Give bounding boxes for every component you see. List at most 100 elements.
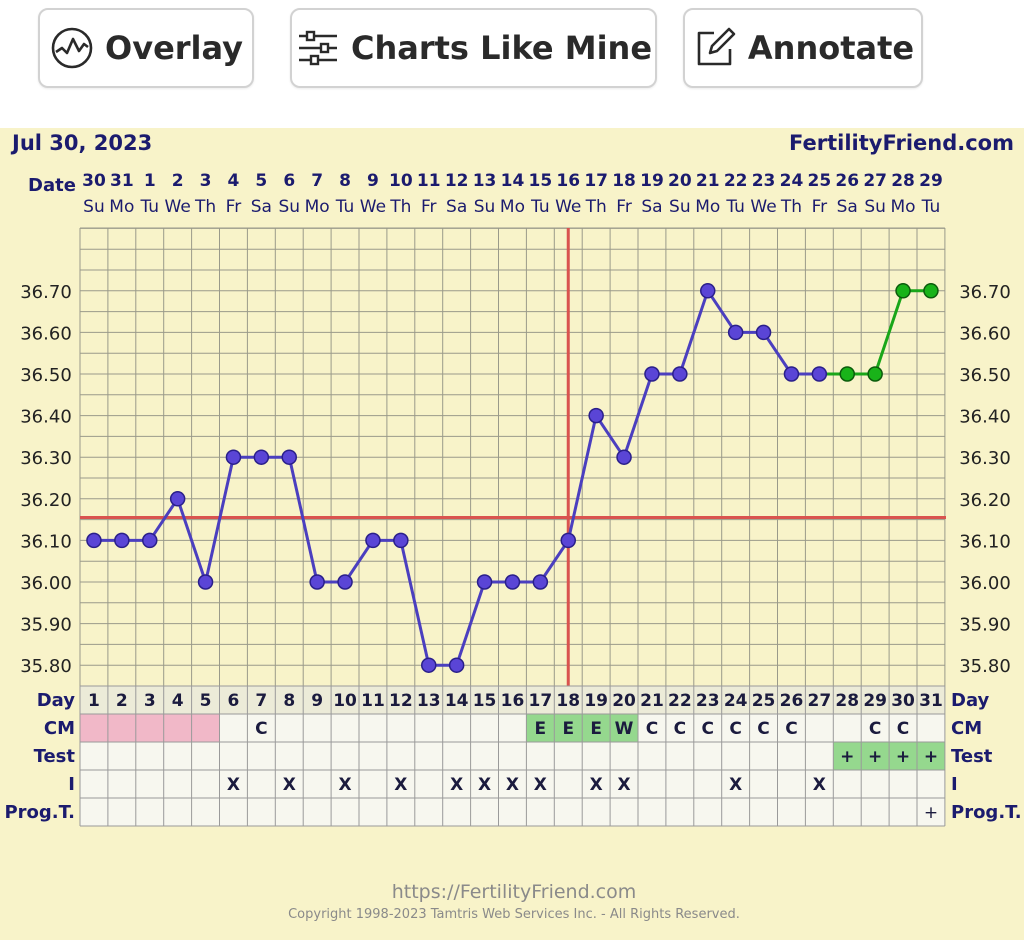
temperature-point — [811, 366, 828, 382]
cell-i — [275, 770, 304, 798]
cell-text-day: 11 — [361, 691, 385, 711]
cell-prog — [805, 798, 834, 826]
cell-text-cm: E — [562, 719, 574, 739]
cell-text-day: 8 — [283, 691, 295, 711]
temperature-point — [309, 574, 325, 590]
cell-cm — [610, 714, 638, 742]
y-tick-left: 36.10 — [20, 531, 72, 552]
date-label: 13 — [473, 171, 497, 191]
cell-cm — [247, 714, 276, 742]
weekday-label: Fr — [616, 197, 632, 217]
weekday-label: Th — [585, 197, 607, 217]
date-label: 17 — [584, 171, 608, 191]
cell-text-day: 2 — [116, 691, 128, 711]
cell-day — [917, 686, 945, 714]
date-label: 30 — [82, 171, 106, 191]
cell-test — [861, 742, 890, 770]
cell-cm — [693, 714, 722, 742]
weekday-label: Mo — [305, 197, 330, 217]
date-label: 12 — [445, 171, 469, 191]
temperature-point — [448, 657, 465, 673]
cell-test — [219, 742, 248, 770]
temperature-point — [560, 532, 576, 549]
cell-day — [163, 686, 192, 714]
cell-day — [247, 686, 276, 714]
cell-i — [414, 770, 443, 798]
cell-i — [610, 770, 638, 798]
overlay-button[interactable]: Overlay — [38, 8, 254, 88]
cell-prog — [526, 798, 555, 826]
footer-copyright: Copyright 1998-2023 Tamtris Web Services… — [288, 907, 740, 922]
cell-i — [861, 770, 890, 798]
cell-prog — [833, 798, 862, 826]
cell-text-day: 23 — [696, 691, 720, 711]
date-label: 18 — [612, 171, 636, 191]
cell-test — [80, 742, 108, 770]
cell-text-day: 27 — [808, 691, 832, 711]
weekday-label: Tu — [335, 197, 355, 217]
cell-i — [219, 770, 248, 798]
weekday-label: We — [165, 197, 191, 217]
cell-prog — [331, 798, 359, 826]
cell-text-cm: W — [615, 719, 634, 739]
cell-text-day: 30 — [891, 691, 915, 711]
cell-text-day: 3 — [144, 691, 156, 711]
temperature-point — [421, 657, 437, 673]
cell-cm — [665, 714, 694, 742]
cell-text-day: 9 — [311, 691, 323, 711]
cell-cm — [498, 714, 527, 742]
weekday-label: Su — [474, 197, 496, 217]
cell-i — [526, 770, 555, 798]
cell-test — [805, 742, 834, 770]
cell-cm — [303, 714, 332, 742]
temperature-point — [644, 366, 660, 382]
cell-day — [833, 686, 862, 714]
date-label: 14 — [501, 171, 525, 191]
row-label-right-cm: CM — [951, 718, 982, 739]
weekday-label: Tu — [921, 197, 941, 217]
cell-test — [777, 742, 806, 770]
site-name: FertilityFriend.com — [789, 131, 1014, 155]
cell-test — [331, 742, 359, 770]
cell-i — [107, 770, 136, 798]
cell-test — [693, 742, 722, 770]
y-tick-right: 36.20 — [959, 490, 1011, 511]
weekday-label: We — [360, 197, 386, 217]
line-chart-circle-icon — [49, 25, 95, 71]
cell-prog — [275, 798, 304, 826]
weekday-label: Mo — [891, 197, 916, 217]
cell-test — [107, 742, 136, 770]
row-label-right-test: Test — [951, 746, 993, 767]
cell-cm — [805, 714, 834, 742]
cell-text-i: X — [534, 775, 547, 795]
date-label: 1 — [144, 171, 156, 191]
cell-test — [386, 742, 415, 770]
y-tick-right: 36.70 — [959, 282, 1011, 303]
weekday-label: Sa — [837, 197, 858, 217]
cell-i — [331, 770, 359, 798]
cell-test — [470, 742, 499, 770]
weekday-label: Fr — [226, 197, 242, 217]
cell-test — [275, 742, 304, 770]
cell-text-cm: C — [702, 719, 714, 739]
cell-day — [749, 686, 778, 714]
row-label-right-day: Day — [951, 690, 990, 711]
y-tick-left: 36.60 — [20, 323, 72, 344]
cell-cm — [191, 714, 220, 742]
cell-test — [526, 742, 555, 770]
date-label: 15 — [529, 171, 553, 191]
cell-prog — [107, 798, 136, 826]
cell-text-day: 22 — [668, 691, 692, 711]
charts-like-mine-button[interactable]: Charts Like Mine — [290, 8, 657, 88]
cell-cm — [889, 714, 917, 742]
temperature-point — [365, 532, 381, 549]
cell-cm — [80, 714, 108, 742]
cell-text-day: 21 — [640, 691, 664, 711]
cell-prog — [163, 798, 192, 826]
weekday-label: Th — [780, 197, 802, 217]
cell-day — [80, 686, 108, 714]
cell-cm — [331, 714, 359, 742]
temperature-point — [169, 491, 186, 507]
cell-day — [331, 686, 359, 714]
annotate-button[interactable]: Annotate — [683, 8, 923, 88]
